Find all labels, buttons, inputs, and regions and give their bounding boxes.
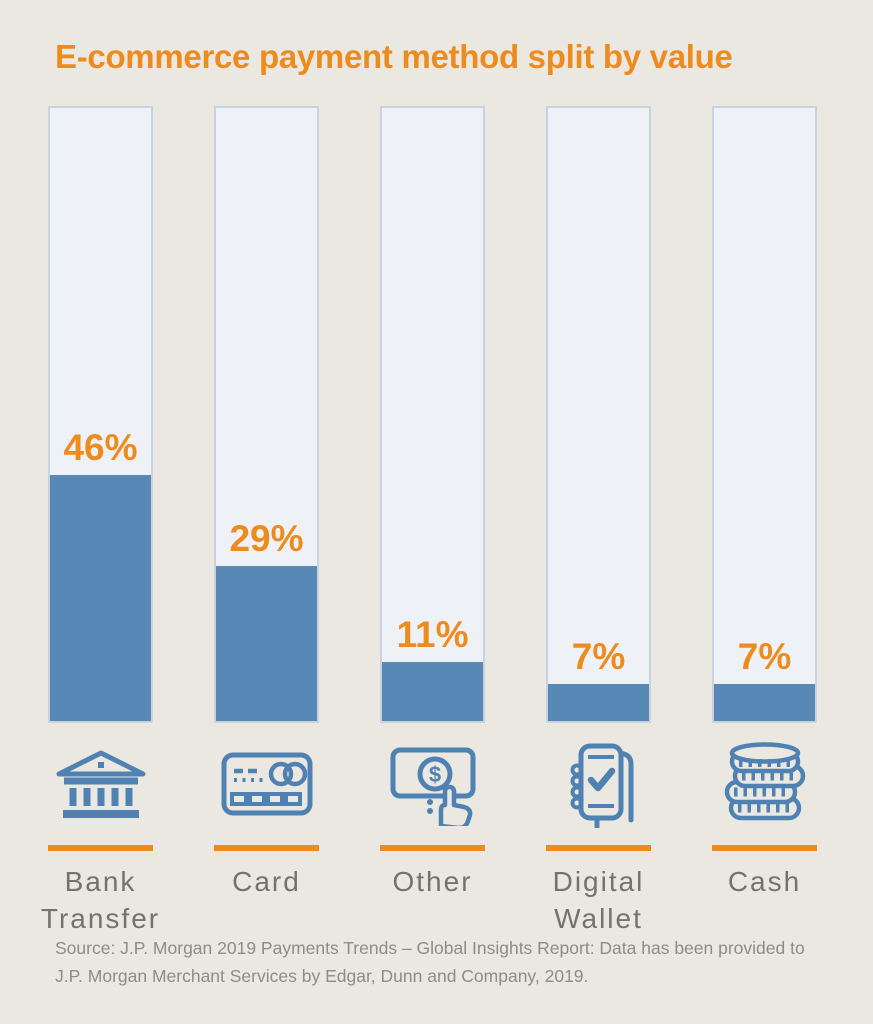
- svg-text:$: $: [428, 762, 440, 787]
- chart-column-card: 29% Card: [214, 106, 319, 937]
- bar-fill: [714, 683, 815, 721]
- chart-column-other: 11% $ Other: [380, 106, 485, 937]
- bar-fill: [50, 474, 151, 721]
- credit-card-icon: [219, 745, 315, 823]
- bar-value-label: 7%: [737, 635, 792, 677]
- bar-fill: [382, 662, 483, 721]
- bar-fill: [216, 565, 317, 721]
- category-label: Card: [232, 866, 301, 897]
- category-underline: [712, 845, 817, 851]
- bar-value-label: 29%: [229, 517, 304, 559]
- chart-column-bank-transfer: 46% Bank Transfer: [41, 106, 158, 937]
- category-underline: [380, 845, 485, 851]
- category-label: Bank Transfer: [40, 866, 161, 934]
- category-label: Digital Wallet: [552, 866, 645, 934]
- bar-track: 29%: [214, 106, 319, 723]
- bank-icon: [53, 745, 149, 823]
- chart-column-cash: 7% Cash: [712, 106, 817, 937]
- bar-track: 46%: [48, 106, 153, 723]
- category-underline: [546, 845, 651, 851]
- money-hand-icon: $: [385, 745, 481, 826]
- source-note: Source: J.P. Morgan 2019 Payments Trends…: [55, 938, 805, 986]
- bar-value-label: 7%: [571, 635, 626, 677]
- category-underline: [214, 845, 319, 851]
- chart-columns: 46% Bank Transfer: [41, 106, 817, 937]
- chart-column-digital-wallet: 7% Digital Wallet: [546, 106, 651, 937]
- bar-track: 7%: [546, 106, 651, 723]
- digital-wallet-icon: [551, 743, 647, 828]
- category-label: Other: [392, 866, 473, 897]
- bar-value-label: 46%: [63, 426, 138, 468]
- bar-fill: [548, 683, 649, 721]
- chart-title: E-commerce payment method split by value: [55, 38, 733, 75]
- cash-coins-icon: [717, 742, 813, 823]
- bar-value-label: 11%: [396, 614, 469, 656]
- category-label: Cash: [727, 866, 802, 897]
- bar-track: 11%: [380, 106, 485, 723]
- category-underline: [48, 845, 153, 851]
- bar-track: 7%: [712, 106, 817, 723]
